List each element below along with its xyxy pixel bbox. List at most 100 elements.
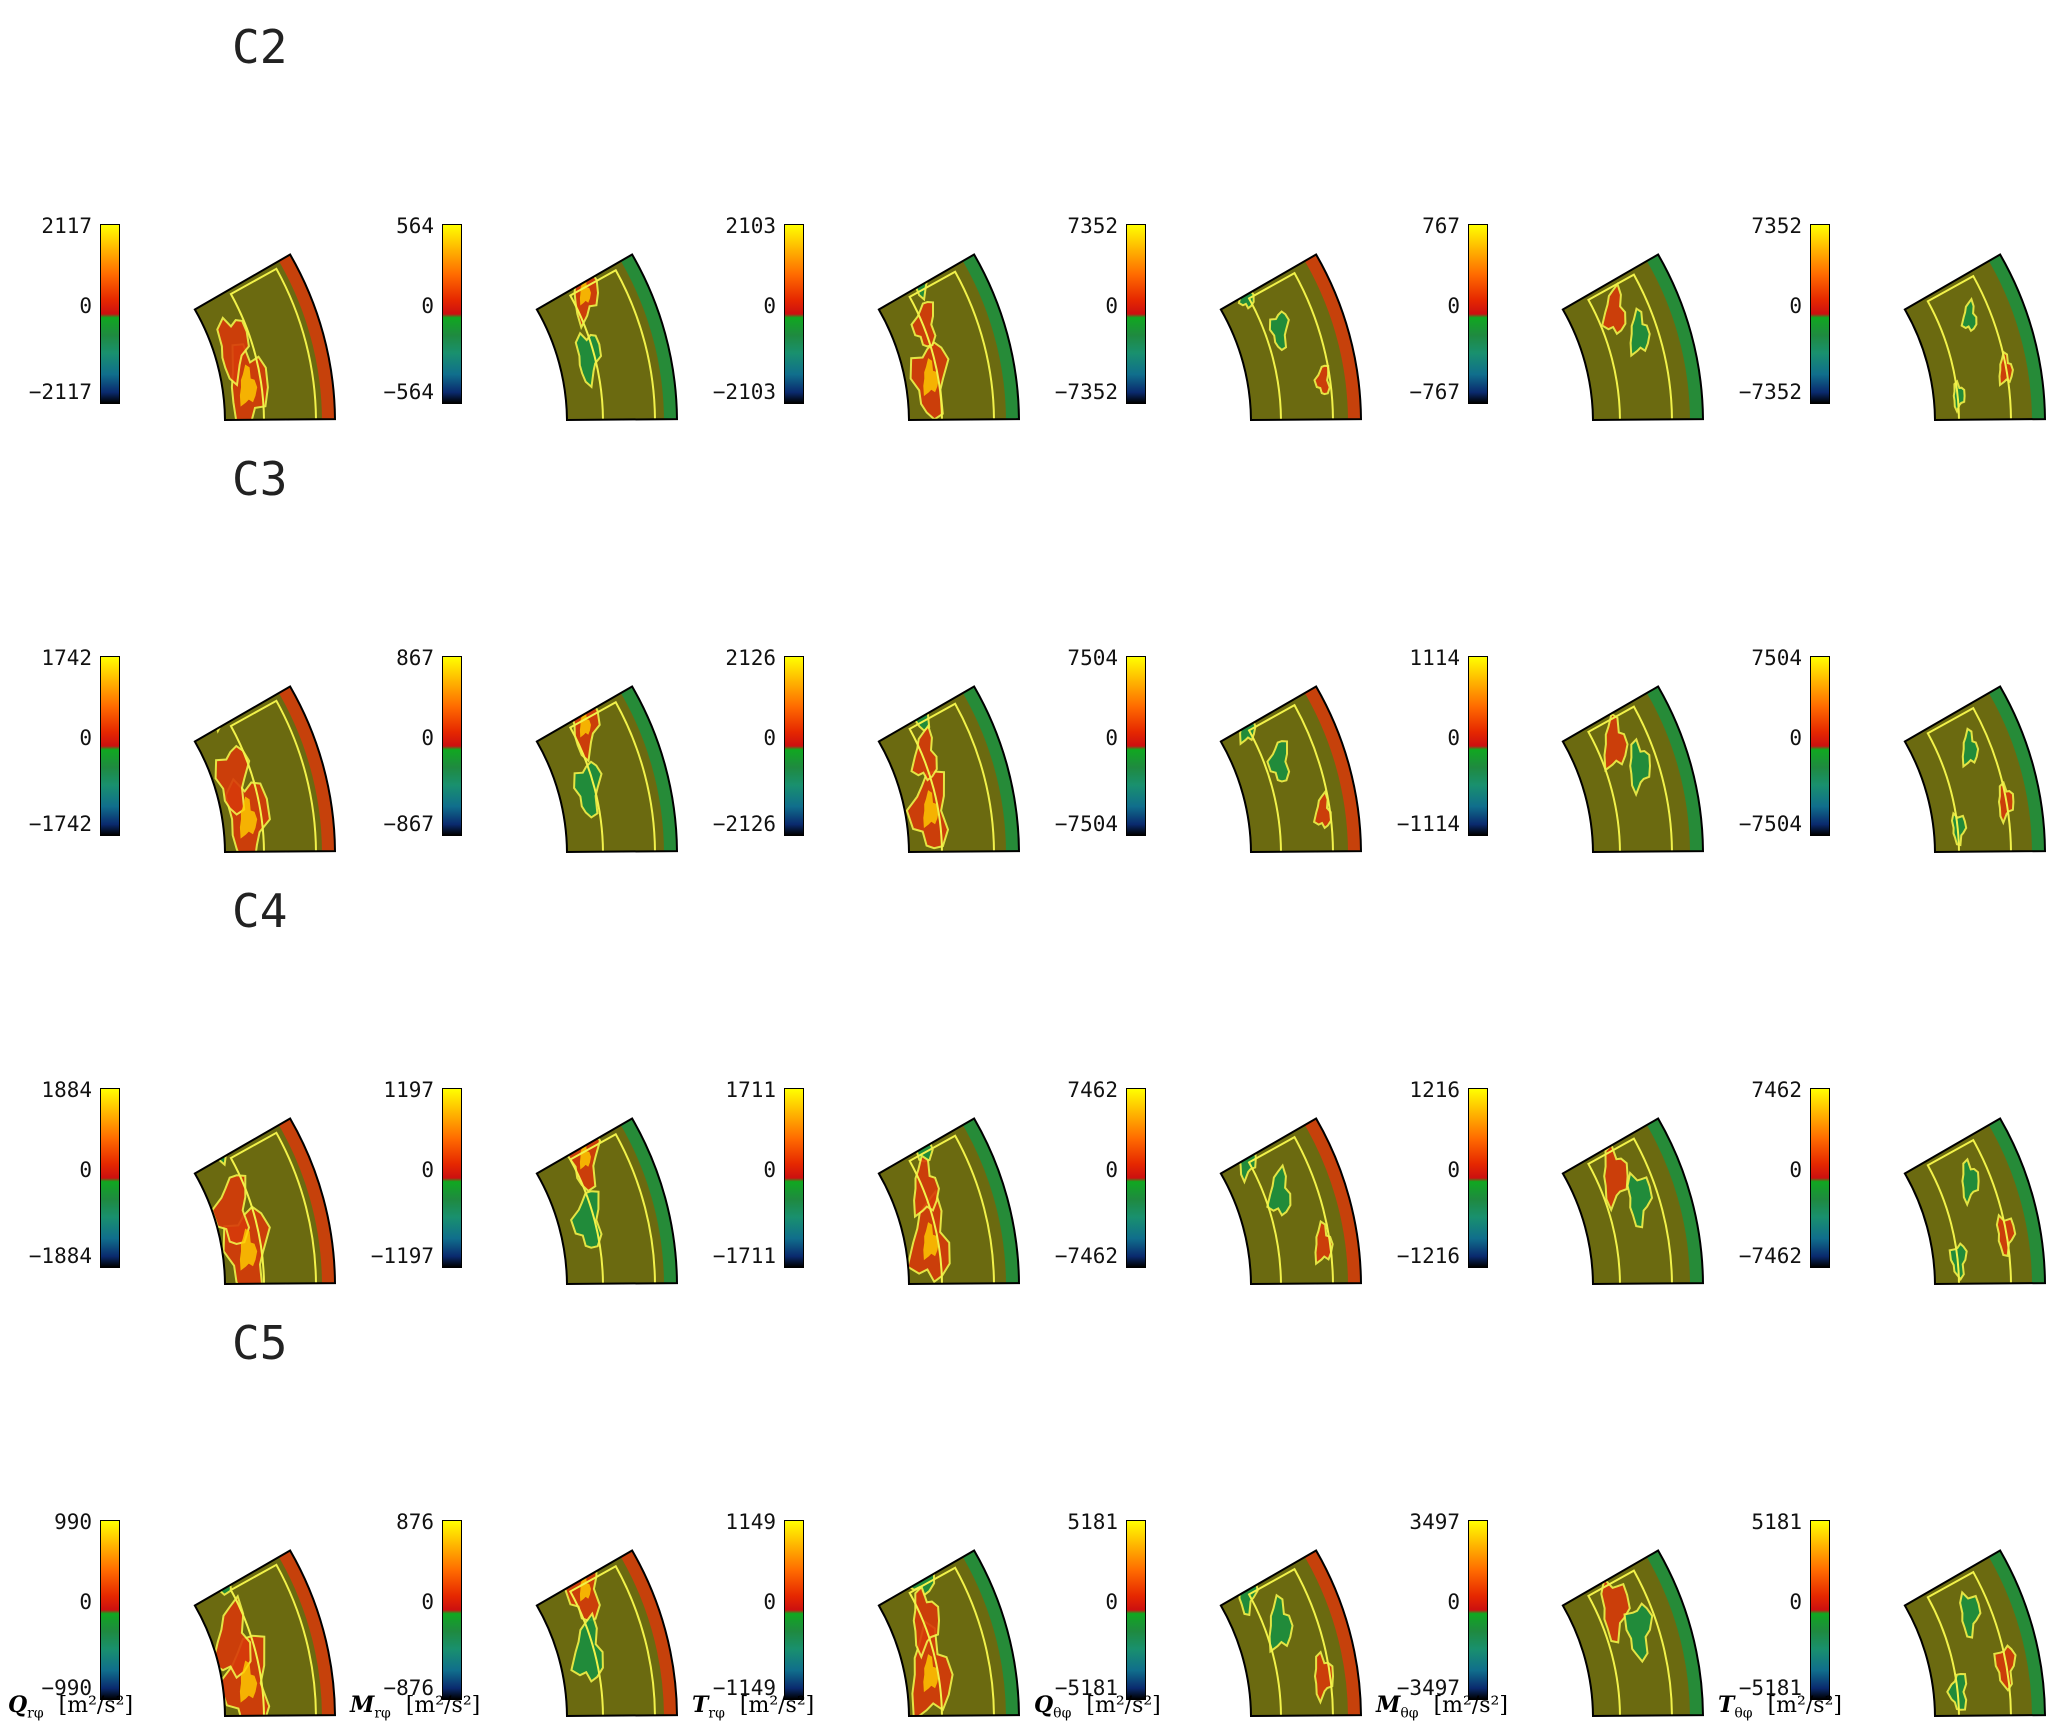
negative-region [1585,1550,1613,1565]
colorbar-tick-max: 2126 [725,646,776,670]
negative-peak [527,176,533,189]
negative-region [1960,297,1978,333]
shell-outline [535,253,678,422]
colorbar-tick-zero: 0 [763,294,776,318]
case-label: C2 [232,20,288,74]
panel-c2-col3 [873,169,1020,422]
colorbar-tick-max: 1711 [725,1078,776,1102]
positive-peak [1538,156,1545,173]
negative-region [1268,310,1290,352]
panel-c2-col4 [1219,253,1362,422]
colorbar-tick-min: −767 [1409,380,1460,404]
colorbar-tick-min: −876 [383,1676,434,1700]
rim-band [615,1118,677,1285]
rim-band [1641,1118,1703,1285]
panel-c3-col2 [535,685,678,854]
positive-region [1532,1433,1553,1485]
panel-c3-col3 [877,685,1020,854]
panel-c4-col4 [1219,1117,1362,1286]
zero-contour [908,270,996,421]
colorbar-tick-max: 867 [396,646,434,670]
shell-outline [1561,1549,1704,1718]
zero-contour [1926,706,2013,853]
panel-c5-col5 [1532,1433,1704,1718]
colorbar-tick-zero: 0 [1105,1158,1118,1182]
rim-band [273,254,335,421]
negative-region [873,169,889,212]
negative-peak [527,1040,533,1053]
colorbar-tick-max: 990 [54,1510,92,1534]
positive-region [1264,1484,1285,1529]
zero-contour [1247,1135,1335,1285]
colorbar [1126,656,1146,836]
colorbar [442,656,462,836]
zero-contour [1587,1569,1674,1717]
colorbar-tick-min: −5181 [1054,1676,1118,1700]
colorbar [1468,1520,1488,1700]
negative-region [868,1030,891,1077]
rim-band [1983,254,2045,421]
colorbar-tick-zero: 0 [79,1590,92,1614]
case-label: C5 [232,1316,288,1370]
positive-region [1601,281,1627,336]
positive-peak [1272,1501,1278,1516]
panel-c4-col5 [1538,1020,1704,1286]
positive-peak [1538,1452,1545,1469]
panel-c5-col3 [877,1549,1020,1718]
shell-outline [1219,1117,1362,1286]
zero-contour [908,1566,996,1717]
positive-region [1314,1219,1334,1266]
colorbar-tick-zero: 0 [421,726,434,750]
colorbar-tick-zero: 0 [1105,1590,1118,1614]
zero-contour [568,700,657,853]
colorbar [1810,224,1830,404]
zero-contour [568,1564,657,1717]
shell-outline [535,1549,678,1718]
colorbar [100,656,120,836]
colorbar [784,1088,804,1268]
zero-contour [1247,1567,1335,1717]
shell-outline [1219,685,1362,854]
positive-region [1266,629,1283,663]
positive-peak [1538,588,1545,605]
positive-peak [1538,1020,1545,1037]
positive-peak [1949,1061,1955,1076]
positive-peak [239,796,258,839]
negative-region [1584,631,1609,685]
negative-region [1268,1593,1294,1654]
colorbar-tick-max: 2103 [725,214,776,238]
negative-region [573,760,603,819]
colorbar-tick-max: 1742 [41,646,92,670]
zero-contour [229,267,318,421]
negative-region [183,169,202,209]
rim-band [615,686,677,853]
zero-contour [229,1563,318,1717]
colorbar-tick-min: −7352 [1054,380,1118,404]
negative-region [1623,1602,1654,1664]
shell-outline [1219,253,1362,422]
shell-outline [535,1117,678,1286]
positive-region [539,254,558,268]
colorbar-tick-max: 1884 [41,1078,92,1102]
negative-region [520,1029,539,1069]
negative-region [1629,737,1652,798]
colorbar-tick-max: 767 [1422,214,1460,238]
rim-band [1641,686,1703,853]
negative-region [185,598,203,646]
colorbar-tick-min: −7504 [1738,812,1802,836]
shell-outline [1903,1549,2046,1718]
colorbar-tick-zero: 0 [421,1158,434,1182]
negative-region [519,1458,540,1501]
panel-c4-col1 [193,1117,336,1286]
colorbar-tick-zero: 0 [421,1590,434,1614]
colorbar-tick-min: −5181 [1738,1676,1802,1700]
negative-region [1266,1163,1292,1217]
negative-region [1585,1118,1613,1124]
colorbar-tick-min: −7462 [1054,1244,1118,1268]
positive-region [536,686,559,700]
colorbar-tick-max: 7352 [1751,214,1802,238]
positive-peak [1949,629,1955,644]
colorbar-tick-zero: 0 [1789,726,1802,750]
colorbar-tick-max: 3497 [1409,1510,1460,1534]
negative-region [574,331,603,389]
